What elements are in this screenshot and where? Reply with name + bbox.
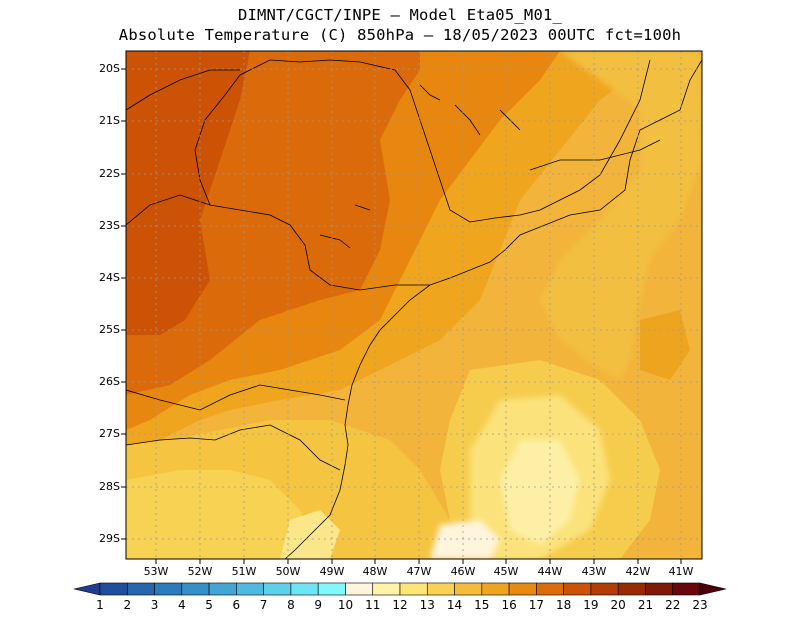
colorbar-box bbox=[590, 582, 619, 596]
plot-frame bbox=[125, 50, 703, 560]
lat-label: 21S bbox=[99, 114, 120, 127]
lon-label: 53W bbox=[143, 565, 169, 578]
chart-title-line1: DIMNT/CGCT/INPE – Model Eta05_M01_ bbox=[237, 6, 563, 24]
lon-label: 44W bbox=[537, 565, 563, 578]
colorbar-box bbox=[345, 582, 374, 596]
lat-label: 28S bbox=[99, 480, 120, 493]
lat-label: 25S bbox=[99, 323, 120, 336]
colorbar-box bbox=[99, 582, 128, 596]
colorbar-label: 18 bbox=[555, 598, 572, 612]
colorbar-label: 2 bbox=[123, 598, 132, 612]
colorbar-box bbox=[372, 582, 401, 596]
colorbar-box bbox=[426, 582, 455, 596]
lon-label: 41W bbox=[668, 565, 694, 578]
lon-label: 48W bbox=[362, 565, 388, 578]
colorbar-box bbox=[672, 582, 701, 596]
lon-label: 42W bbox=[625, 565, 651, 578]
colorbar-box bbox=[399, 582, 428, 596]
lat-label: 23S bbox=[99, 219, 120, 232]
colorbar-label: 15 bbox=[474, 598, 490, 612]
colorbar-label: 23 bbox=[692, 598, 708, 612]
colorbar-box bbox=[263, 582, 292, 596]
colorbar-box bbox=[645, 582, 674, 596]
colorbar-box bbox=[617, 582, 646, 596]
lon-label: 52W bbox=[187, 565, 213, 578]
lat-label: 20S bbox=[99, 62, 120, 75]
colorbar-label: 10 bbox=[337, 598, 354, 612]
lat-label: 26S bbox=[99, 375, 120, 388]
lat-label: 29S bbox=[99, 532, 120, 545]
colorbar-box bbox=[154, 582, 183, 596]
lat-label: 24S bbox=[99, 271, 120, 284]
colorbar-label: 21 bbox=[637, 598, 654, 612]
colorbar-label: 5 bbox=[205, 598, 213, 612]
colorbar-label: 13 bbox=[419, 598, 435, 612]
axis-ticks bbox=[121, 68, 682, 564]
colorbar-label: 7 bbox=[259, 598, 268, 612]
colorbar-left-arrow bbox=[73, 582, 101, 596]
lon-label: 49W bbox=[319, 565, 345, 578]
lon-label: 43W bbox=[581, 565, 607, 578]
colorbar-label: 17 bbox=[528, 598, 544, 612]
colorbar-box bbox=[481, 582, 510, 596]
colorbar-label: 19 bbox=[583, 598, 599, 612]
lat-label: 22S bbox=[99, 167, 120, 180]
colorbar-box bbox=[290, 582, 319, 596]
lon-label: 46W bbox=[450, 565, 476, 578]
colorbar-box bbox=[317, 582, 346, 596]
colorbar-label: 22 bbox=[665, 598, 681, 612]
colorbar-label: 4 bbox=[177, 598, 186, 612]
lon-label: 47W bbox=[406, 565, 432, 578]
colorbar-box bbox=[126, 582, 155, 596]
colorbar-right-arrow bbox=[699, 582, 727, 596]
colorbar-label: 11 bbox=[365, 598, 381, 612]
colorbar-label: 6 bbox=[232, 598, 241, 612]
colorbar-label: 20 bbox=[610, 598, 626, 612]
colorbar-box bbox=[508, 582, 537, 596]
colorbar-label: 9 bbox=[314, 598, 322, 612]
map-grid bbox=[126, 51, 702, 559]
colorbar-box bbox=[236, 582, 264, 596]
colorbar-box bbox=[536, 582, 564, 596]
colorbar-box bbox=[208, 582, 237, 596]
coastline bbox=[126, 59, 702, 559]
colorbar-box bbox=[454, 582, 483, 596]
colorbar-label: 8 bbox=[287, 598, 295, 612]
colorbar-label: 3 bbox=[150, 598, 159, 612]
lon-label: 50W bbox=[275, 565, 301, 578]
colorbar-label: 14 bbox=[446, 598, 463, 612]
lat-label: 27S bbox=[99, 427, 120, 440]
colorbar-box bbox=[563, 582, 592, 596]
lon-label: 51W bbox=[231, 565, 257, 578]
lon-label: 45W bbox=[493, 565, 519, 578]
temperature-field bbox=[126, 51, 702, 559]
colorbar-label: 16 bbox=[501, 598, 517, 612]
colorbar-box bbox=[181, 582, 210, 596]
colorbar-label: 12 bbox=[392, 598, 408, 612]
colorbar-label: 1 bbox=[96, 598, 104, 612]
chart-title-line2: Absolute Temperature (C) 850hPa – 18/05/… bbox=[118, 26, 682, 44]
